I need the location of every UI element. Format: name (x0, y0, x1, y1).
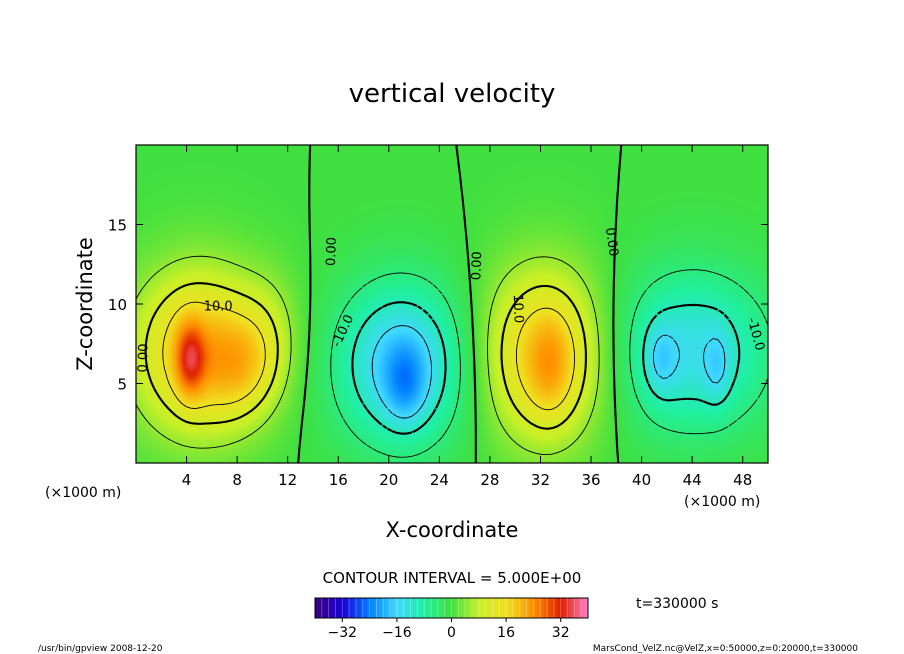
x-tick-label: 44 (683, 471, 702, 489)
contour-label: 10.0 (510, 294, 526, 323)
colorbar-tick-label: 0 (447, 625, 456, 641)
footer-right: MarsCond_VelZ.nc@VelZ,x=0:50000,z=0:2000… (593, 644, 858, 654)
x-tick-label: 32 (531, 471, 550, 489)
colorbar-tick-label: −16 (382, 625, 412, 641)
contour-level-5 (136, 255, 600, 456)
contour-label: 10.0 (204, 300, 233, 315)
x-tick-label: 16 (329, 471, 348, 489)
time-label: t=330000 s (636, 596, 718, 612)
y-tick-label: 10 (108, 296, 127, 314)
x-tick-label: 28 (480, 471, 499, 489)
x-tick-label: 48 (733, 471, 752, 489)
x-axis-label: X-coordinate (386, 518, 519, 542)
y-tick-label: 15 (108, 217, 127, 235)
y-tick-label: 5 (117, 376, 127, 394)
y-axis-label: Z-coordinate (73, 237, 97, 371)
x-tick-label: 40 (632, 471, 651, 489)
colorbar-ticks: −32 −16 0 16 32 (328, 618, 570, 641)
colorbar-tick-label: 16 (497, 625, 515, 641)
colorbar: −32 −16 0 16 32 (314, 597, 589, 641)
chart-title: vertical velocity (349, 79, 556, 109)
contour-label: 0.00 (136, 343, 152, 372)
contour-level-0 (297, 145, 623, 463)
contour-level-neg15 (371, 325, 726, 419)
colorbar-tick-label: −32 (328, 625, 358, 641)
contour-level-neg5 (330, 269, 768, 458)
heatmap-image (136, 145, 768, 463)
x-tick-label: 24 (430, 471, 449, 489)
colorbar-stripes (321, 598, 582, 618)
colorbar-fill (315, 598, 588, 618)
contour-interval-text: CONTOUR INTERVAL = 5.000E+00 (323, 569, 582, 587)
contour-label: 0.00 (469, 251, 485, 280)
x-tick-label: 36 (581, 471, 600, 489)
x-tick-label: 20 (379, 471, 398, 489)
contour-lines (136, 145, 768, 463)
x-tick-label: 12 (278, 471, 297, 489)
x-tick-label: 4 (182, 471, 192, 489)
x-axis-ticks: 4 8 12 16 20 24 28 32 36 40 44 48 (182, 145, 752, 489)
contour-level-neg10 (351, 301, 741, 435)
footer-left: /usr/bin/gpview 2008-12-20 (38, 644, 163, 654)
y-axis-ticks: 5 10 15 (108, 217, 768, 394)
x-unit-left: (×1000 m) (45, 485, 121, 501)
contour-label: 0.00 (324, 237, 340, 266)
x-tick-label: 8 (232, 471, 242, 489)
x-unit-right: (×1000 m) (684, 494, 760, 510)
contour-level-15 (162, 301, 575, 411)
contour-label: 0.00 (602, 227, 621, 258)
colorbar-tick-label: 32 (552, 625, 570, 641)
contour-level-10 (144, 282, 587, 430)
